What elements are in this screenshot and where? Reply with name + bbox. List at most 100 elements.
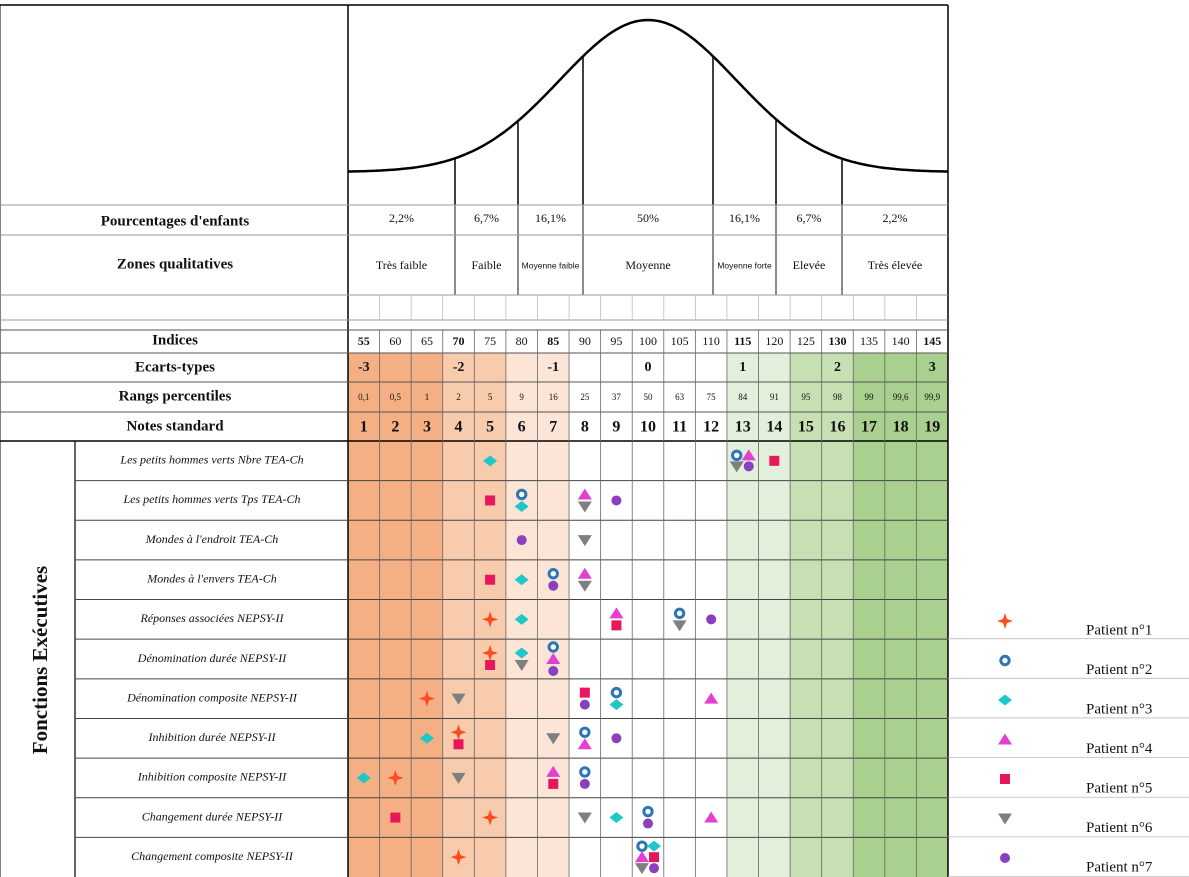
legend-label: Patient n°5 [1086,780,1152,796]
marker-ring [515,488,528,501]
marker-triangle-down [577,535,592,547]
marker-dot [649,863,659,874]
marker-square [769,455,780,466]
marker-diamond [647,840,661,852]
zone-label: Très élevée [868,258,923,272]
marker-triangle-up [577,567,592,579]
marker-square [611,620,622,631]
marker-square [453,739,464,750]
note-label: 1 [360,419,368,436]
percentile-label: 50 [644,392,654,402]
grid [0,4,1189,877]
marker-triangle-down [451,772,466,784]
marker-triangle-up [546,765,561,777]
note-label: 18 [893,419,909,436]
zone-label: Moyenne [625,258,670,272]
zone-label: Très faible [376,258,427,272]
section-label: Fonctions Exécutives [28,566,52,754]
zone-label: Moyenne faible [522,260,580,270]
percentile-label: 16 [549,392,559,402]
percentile-label: 99 [865,392,875,402]
marker-triangle-down [546,733,561,745]
note-label: 11 [672,419,687,436]
note-label: 6 [518,419,526,436]
percentage-label: 2,2% [883,211,908,225]
marker-triangle-down [635,863,649,875]
marker-star [482,809,499,826]
note-label: 7 [549,419,557,436]
percentage-label: 2,2% [389,211,414,225]
legend-label: Patient n°7 [1086,859,1153,875]
marker-diamond [609,812,624,824]
percentage-label: 16,1% [535,211,566,225]
marker-dot [548,666,559,676]
marker-dot [611,733,622,744]
index-label: 110 [702,334,720,348]
marker-triangle-down [998,813,1012,825]
index-label: 100 [639,334,657,348]
marker-diamond [609,699,624,711]
index-label: 80 [516,334,528,348]
marker-triangle-up [577,488,592,500]
marker-dot [643,818,653,829]
legend-label: Patient n°4 [1086,741,1153,757]
marker-triangle-down [672,620,687,632]
marker-dot [579,699,590,710]
index-label: 85 [547,334,559,348]
index-label: 140 [892,334,910,348]
marker-triangle-up [609,607,624,619]
marker-star [450,849,467,866]
zone-label: Elevée [793,258,826,272]
percentile-label: 95 [801,392,811,402]
percentile-label: 0,1 [358,392,369,402]
marker-square [485,574,496,585]
marker-square [390,812,401,823]
index-label: 120 [765,334,783,348]
ecart-label: 1 [739,360,746,375]
percentile-label: 84 [738,392,748,402]
index-label: 135 [860,334,878,348]
index-label: 125 [797,334,815,348]
percentage-label: 6,7% [797,211,822,225]
row-label: Les petits hommes verts Tps TEA-Ch [123,492,301,506]
row-label: Inhibition composite NEPSY-II [137,770,287,784]
index-label: 70 [453,334,465,348]
header-label: Zones qualitatives [117,256,233,272]
index-label: 55 [358,334,370,348]
percentile-label: 37 [612,392,622,402]
marker-triangle-down [577,580,592,592]
note-label: 13 [735,419,751,436]
marker-ring [642,805,654,818]
header-label: Notes standard [126,418,224,434]
note-label: 15 [798,419,814,436]
marker-ring [579,726,591,738]
note-label: 5 [486,419,494,436]
row-label: Dénomination durée NEPSY-II [137,651,287,665]
marker-triangle-up [741,449,756,461]
index-label: 145 [923,334,941,348]
percentile-label: 98 [833,392,843,402]
marker-star [450,724,467,741]
index-label: 65 [421,334,433,348]
row-label: Changement composite NEPSY-II [131,849,294,863]
ecart-label: 2 [834,360,841,375]
percentile-label: 25 [580,392,590,402]
marker-triangle-down [451,693,466,705]
zone-label: Moyenne forte [717,260,772,270]
header-label: Indices [152,332,198,348]
header-label: Ecarts-types [135,359,215,375]
marker-dot [1000,853,1010,863]
row-label: Réponses associées NEPSY-II [139,611,284,625]
legend-label: Patient n°2 [1086,662,1152,678]
marker-star [418,690,435,707]
row-label: Changement durée NEPSY-II [142,809,283,823]
marker-star [387,769,404,786]
marker-dot [743,461,754,472]
note-label: 10 [640,419,656,436]
marker-diamond [514,500,529,512]
index-label: 90 [579,334,591,348]
marker-star [482,611,499,628]
percentile-label: 5 [488,392,493,402]
percentile-label: 9 [519,392,524,402]
